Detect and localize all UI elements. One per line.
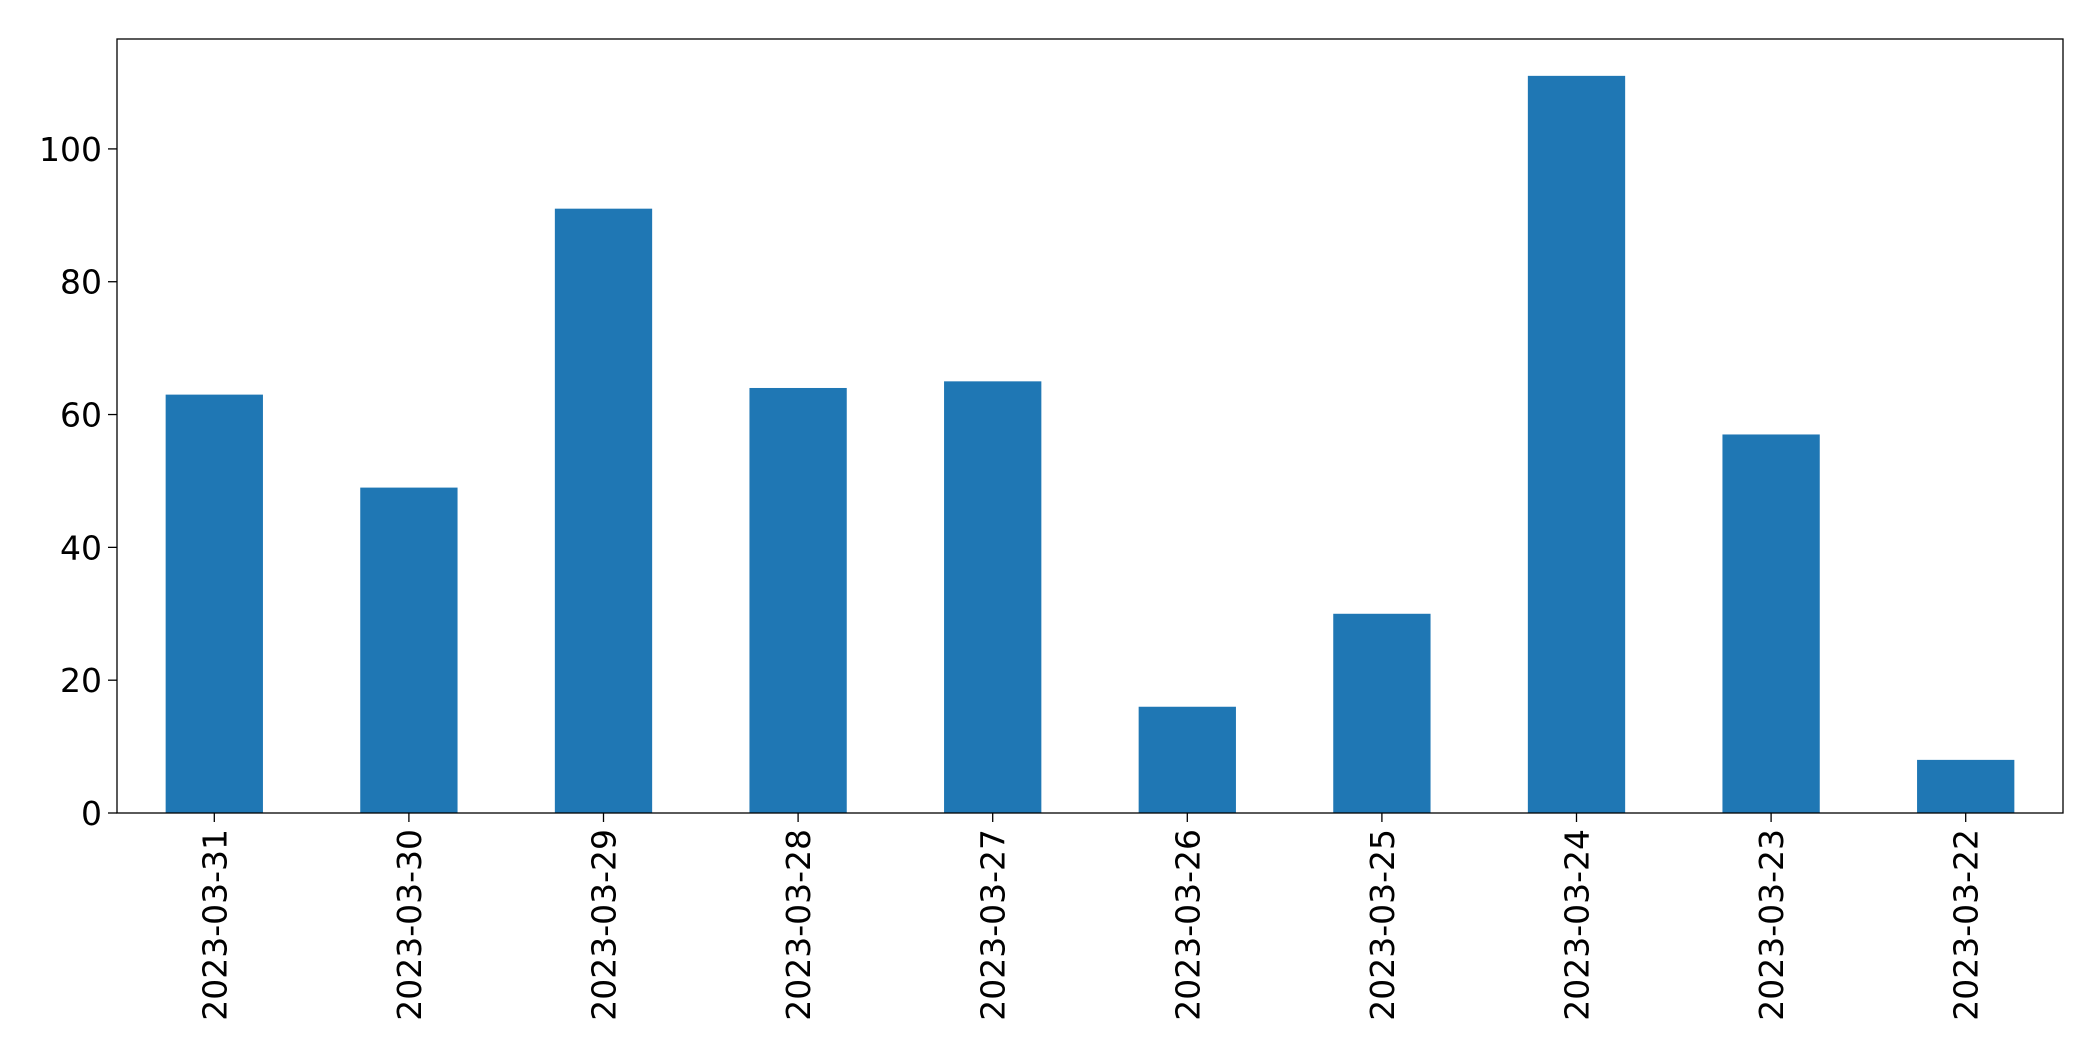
bar [749, 387, 847, 813]
y-tick-label: 20 [60, 661, 102, 700]
bar [1722, 434, 1820, 813]
y-tick-label: 0 [81, 794, 102, 833]
bar [165, 394, 263, 813]
x-tick-label: 2023-03-22 [1947, 829, 1986, 1021]
y-tick-label: 100 [39, 130, 102, 169]
bar [360, 487, 458, 813]
bar [944, 381, 1042, 813]
y-tick-label: 60 [60, 396, 102, 435]
x-tick-label: 2023-03-27 [974, 829, 1013, 1021]
bar [554, 208, 653, 814]
bar [1333, 613, 1431, 813]
x-tick-label: 2023-03-24 [1558, 829, 1597, 1021]
x-tick-label: 2023-03-23 [1752, 829, 1791, 1021]
x-tick-label: 2023-03-25 [1363, 829, 1402, 1021]
bar [1527, 75, 1626, 814]
x-tick-label: 2023-03-30 [390, 829, 429, 1021]
x-tick-label: 2023-03-31 [195, 829, 234, 1021]
plot-frame [116, 38, 2064, 814]
bar [1917, 759, 2015, 813]
y-tick-label: 80 [60, 263, 102, 302]
x-tick-label: 2023-03-26 [1168, 829, 1207, 1021]
x-tick-label: 2023-03-29 [585, 829, 624, 1021]
bar [1138, 706, 1236, 813]
y-tick-label: 40 [60, 528, 102, 567]
x-tick-label: 2023-03-28 [779, 829, 818, 1021]
